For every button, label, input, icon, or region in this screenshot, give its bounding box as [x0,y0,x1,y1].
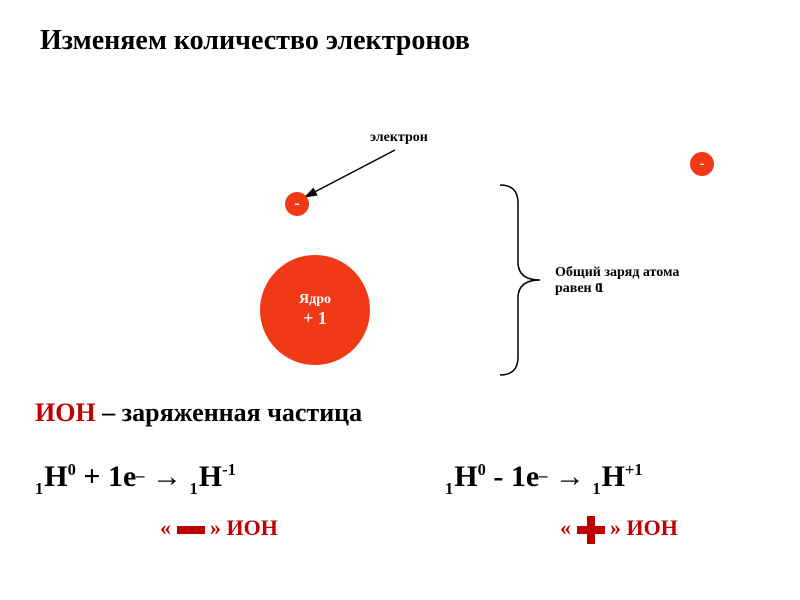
subtitle-rest: – заряженная частица [96,398,363,427]
charge-text: Общий заряд атома равен 01 [555,265,679,297]
plus-icon [577,516,605,544]
equation-left: 1Н0 + 1е_ → 1Н-1 [35,460,236,494]
charge-text-line2: равен 01 [555,281,679,297]
minus-icon [177,526,205,534]
brace [0,0,800,600]
equation-right: 1Н0 - 1е_ → 1Н+1 [445,460,643,494]
charge-text-line1: Общий заряд атома [555,265,679,281]
brace-path [500,185,540,375]
subtitle-prefix: ИОН [35,398,96,427]
ion-label-right: « » ИОН [560,515,678,544]
charge-overlap: 1 [597,281,604,296]
subtitle: ИОН – заряженная частица [35,398,362,428]
ion-label-left: « » ИОН [160,515,278,541]
